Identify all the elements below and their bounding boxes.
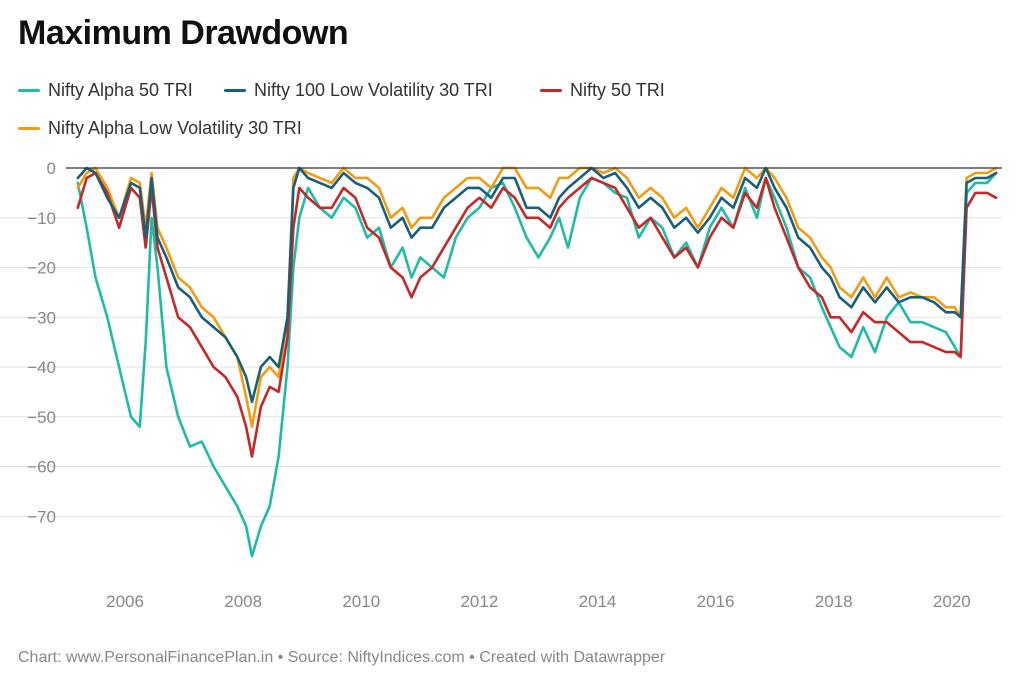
x-tick-label: 2008 bbox=[224, 592, 262, 611]
chart-title: Maximum Drawdown bbox=[18, 14, 349, 52]
series-line-nifty50 bbox=[76, 171, 998, 458]
y-tick-label: −40 bbox=[27, 358, 56, 377]
drawdown-line-chart: 0−10−20−30−40−50−60−70 2006 2008 2010 2012 2… bbox=[0, 159, 1002, 611]
series-line-lowvol100 bbox=[76, 166, 998, 404]
x-tick-label: 2018 bbox=[815, 592, 853, 611]
legend-label-lowvol100: Nifty 100 Low Volatility 30 TRI bbox=[254, 80, 493, 100]
x-tick-label: 2012 bbox=[460, 592, 498, 611]
legend-label-alpha50: Nifty Alpha 50 TRI bbox=[48, 80, 193, 100]
y-tick-label: −30 bbox=[27, 308, 56, 327]
footer-separator-2: • bbox=[469, 649, 475, 666]
x-tick-label: 2010 bbox=[342, 592, 380, 611]
created-with-credit: Created with Datawrapper bbox=[479, 649, 666, 666]
legend-item-lowvol100: Nifty 100 Low Volatility 30 TRI bbox=[224, 80, 493, 101]
x-tick-label: 2006 bbox=[106, 592, 144, 611]
y-axis-ticks: 0 −10 −20 −30 −40 −50 −60 −70 bbox=[27, 159, 56, 526]
series-layer bbox=[76, 166, 998, 558]
x-axis-ticks: 2006 2008 2010 2012 2014 2016 2018 2020 bbox=[106, 592, 971, 611]
y-tick-label: −70 bbox=[27, 507, 56, 526]
legend-swatch-nifty50 bbox=[540, 89, 562, 92]
legend-swatch-lowvol100 bbox=[224, 89, 246, 92]
chart-area: 0 −10 −20 −30 −40 −50 −60 −70 2006 2008 2010 2012 2… bbox=[0, 150, 1024, 620]
series-line-alpha50 bbox=[76, 171, 998, 558]
legend-item-alphalowvol: Nifty Alpha Low Volatility 30 TRI bbox=[18, 118, 302, 139]
footer: Chart: www.PersonalFinancePlan.in • Sour… bbox=[18, 649, 665, 667]
y-tick-label: −60 bbox=[27, 458, 56, 477]
legend-label-alphalowvol: Nifty Alpha Low Volatility 30 TRI bbox=[48, 118, 302, 138]
legend-item-alpha50: Nifty Alpha 50 TRI bbox=[18, 80, 193, 101]
footer-separator-1: • bbox=[277, 649, 284, 666]
y-tick-label: −20 bbox=[27, 259, 56, 278]
y-tick-label: 0 bbox=[47, 159, 56, 178]
chart-credit: Chart: www.PersonalFinancePlan.in bbox=[18, 649, 274, 666]
y-tick-label: −50 bbox=[27, 408, 56, 427]
legend-label-nifty50: Nifty 50 TRI bbox=[570, 80, 665, 100]
y-tick-label: −10 bbox=[27, 209, 56, 228]
legend-item-nifty50: Nifty 50 TRI bbox=[540, 80, 665, 101]
x-tick-label: 2016 bbox=[697, 592, 735, 611]
x-tick-label: 2014 bbox=[579, 592, 617, 611]
x-tick-label: 2020 bbox=[933, 592, 971, 611]
legend-swatch-alphalowvol bbox=[18, 127, 40, 130]
series-line-alphalowvol bbox=[76, 166, 998, 429]
source-credit: Source: NiftyIndices.com bbox=[287, 649, 465, 666]
legend-swatch-alpha50 bbox=[18, 89, 40, 92]
